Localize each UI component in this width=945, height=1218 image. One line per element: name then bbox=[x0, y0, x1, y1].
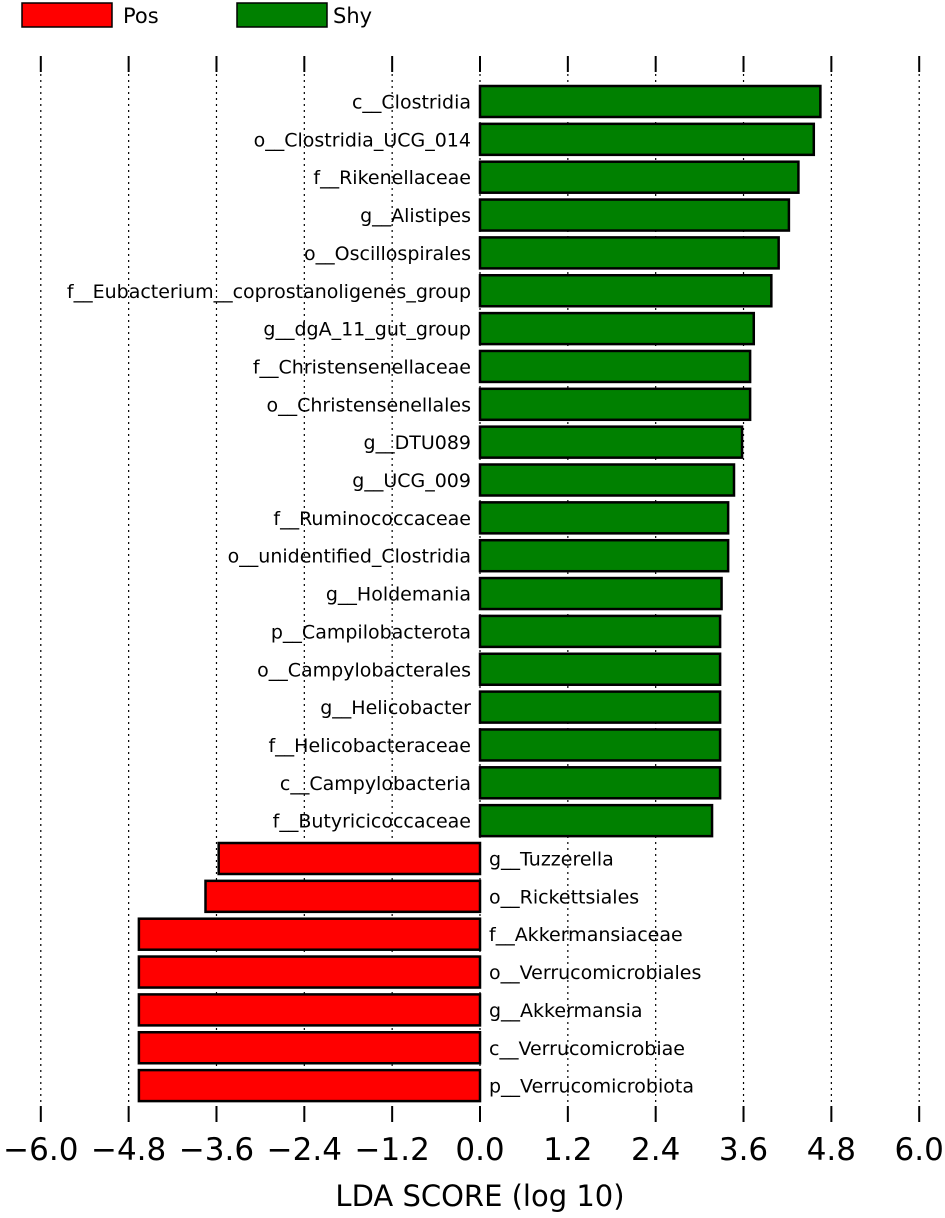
bar bbox=[217, 841, 482, 876]
x-tick-label: 4.8 bbox=[807, 1132, 856, 1168]
x-tick-label: −4.8 bbox=[91, 1132, 166, 1168]
bar bbox=[137, 955, 482, 989]
x-tick-label: 2.4 bbox=[631, 1132, 680, 1168]
bar bbox=[478, 236, 780, 270]
bar-label: g__Akkermansia bbox=[489, 1000, 643, 1022]
bar-label: o__Verrucomicrobiales bbox=[489, 962, 701, 984]
bar-label: g__Alistipes bbox=[360, 205, 471, 227]
bar bbox=[478, 122, 816, 157]
bar-label: g__Holdemania bbox=[326, 584, 471, 606]
legend: Pos Shy bbox=[21, 2, 372, 28]
bar-label: o__Christensenellales bbox=[267, 394, 472, 416]
bar bbox=[478, 614, 722, 649]
bar bbox=[478, 274, 773, 308]
bar bbox=[478, 84, 822, 119]
bar-label: f__Christensenellaceae bbox=[253, 356, 471, 378]
bar bbox=[478, 387, 752, 422]
bar-label: o__unidentified_Clostridia bbox=[228, 546, 471, 568]
bar-label: c__Campylobacteria bbox=[280, 773, 471, 795]
bar bbox=[137, 1068, 482, 1103]
bar bbox=[478, 652, 722, 686]
bar bbox=[478, 803, 714, 838]
legend-swatch-pos bbox=[21, 2, 113, 28]
legend-swatch-shy bbox=[236, 2, 328, 28]
legend-label-pos: Pos bbox=[123, 4, 159, 28]
bar-label: o__Campylobacterales bbox=[257, 659, 471, 681]
x-axis: −6.0 −4.8 −3.6 −2.4 −1.2 0.0 1.2 2.4 3.6 4.8 6.0 bbox=[3, 56, 944, 1168]
bar bbox=[137, 993, 482, 1027]
bar bbox=[478, 349, 752, 384]
bar-label: p__Verrucomicrobiota bbox=[489, 1076, 694, 1098]
bar bbox=[478, 538, 730, 573]
bar-label: g__Tuzzerella bbox=[489, 849, 614, 871]
bar-label: f__Butyricicoccaceae bbox=[273, 811, 471, 833]
bar-label: c__Clostridia bbox=[352, 92, 471, 114]
bar-label: f__Akkermansiaceae bbox=[489, 924, 683, 946]
x-tick-label: 6.0 bbox=[895, 1132, 944, 1168]
bar bbox=[137, 917, 482, 951]
bar-label: g__Helicobacter bbox=[320, 697, 471, 719]
bar bbox=[478, 766, 722, 800]
bar-labels: c__Clostridia o__Clostridia_UCG_014 f__Rik… bbox=[67, 92, 701, 1098]
bar bbox=[204, 879, 482, 914]
x-tick-label: 0.0 bbox=[455, 1132, 504, 1168]
bar bbox=[478, 198, 791, 232]
bar-label: f__Rikenellaceae bbox=[313, 167, 471, 189]
bar-label: p__Campilobacterota bbox=[271, 621, 471, 643]
bar-label: f__Helicobacteraceae bbox=[268, 735, 471, 757]
bar-label: f__Eubacterium__coprostanoligenes_group bbox=[67, 281, 471, 303]
bar bbox=[478, 160, 800, 194]
bar-label: g__UCG_009 bbox=[352, 470, 471, 492]
bar bbox=[478, 501, 730, 535]
bar-label: o__Clostridia_UCG_014 bbox=[254, 129, 471, 151]
x-tick-label: −1.2 bbox=[355, 1132, 430, 1168]
bar bbox=[478, 576, 723, 611]
bar-label: g__DTU089 bbox=[364, 432, 471, 454]
bar-label: c__Verrucomicrobiae bbox=[489, 1038, 685, 1060]
x-tick-label: −6.0 bbox=[3, 1132, 78, 1168]
bar bbox=[478, 311, 756, 346]
x-tick-label: −2.4 bbox=[267, 1132, 342, 1168]
bar-label: o__Oscillospirales bbox=[304, 243, 471, 265]
bar bbox=[137, 1031, 482, 1065]
bar-label: o__Rickettsiales bbox=[489, 886, 639, 908]
bar-label: g__dgA_11_gut_group bbox=[263, 319, 471, 341]
bars bbox=[137, 84, 822, 1103]
x-tick-label: 1.2 bbox=[543, 1132, 592, 1168]
x-tick-label: 3.6 bbox=[719, 1132, 768, 1168]
bar bbox=[478, 463, 736, 497]
x-tick-label: −3.6 bbox=[179, 1132, 254, 1168]
bar bbox=[478, 690, 722, 724]
legend-label-shy: Shy bbox=[333, 4, 372, 28]
bar-label: f__Ruminococcaceae bbox=[273, 508, 471, 530]
x-axis-title: LDA SCORE (log 10) bbox=[335, 1179, 624, 1213]
bar bbox=[478, 425, 744, 459]
bar bbox=[478, 728, 722, 762]
